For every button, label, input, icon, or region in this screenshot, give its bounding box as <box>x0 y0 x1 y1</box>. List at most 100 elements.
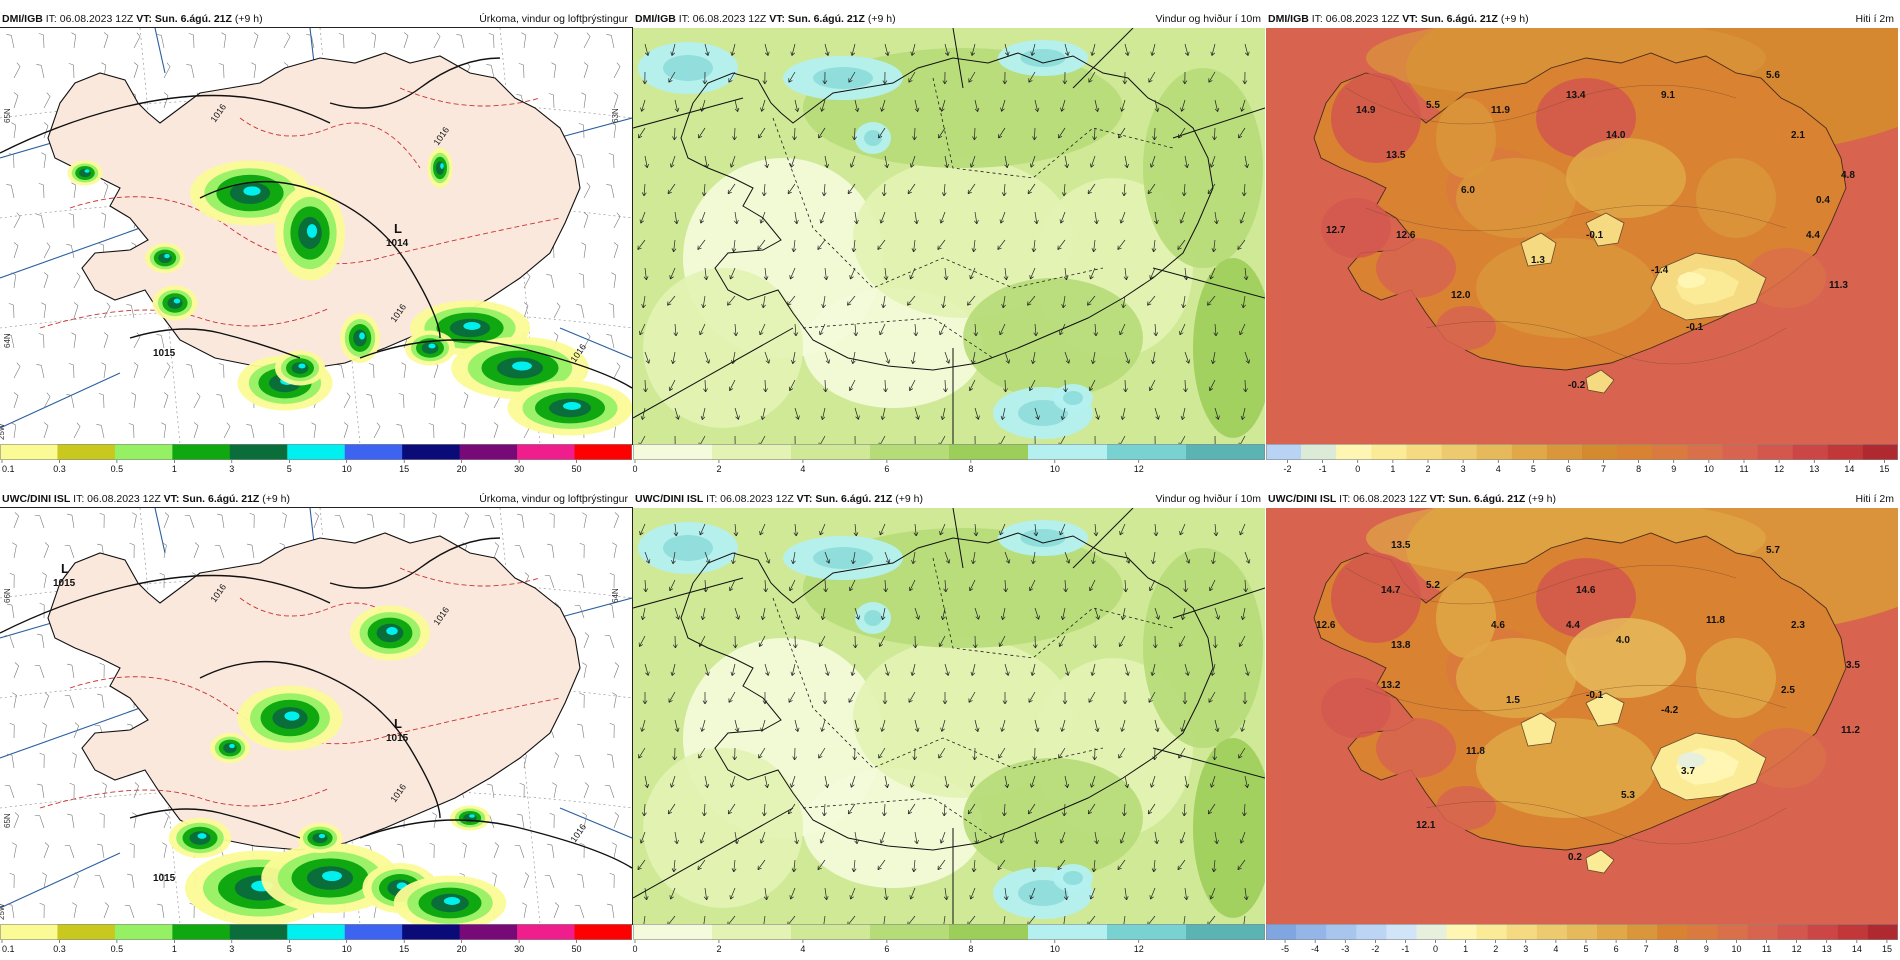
legend-tick: -4 <box>1311 944 1319 954</box>
legend-swatch <box>1507 924 1538 940</box>
coordinate-label: 25W <box>0 903 6 920</box>
init-time: IT: 06.08.2023 12Z <box>70 493 163 505</box>
init-time: IT: 06.08.2023 12Z <box>1309 13 1402 25</box>
legend-swatch <box>1868 924 1898 940</box>
legend-swatch <box>791 444 871 460</box>
panel-header: DMI/IGB IT: 06.08.2023 12Z VT: Sun. 6.ág… <box>0 10 632 28</box>
legend-tick: 5 <box>287 464 292 474</box>
temperature-value: 5.5 <box>1426 100 1440 111</box>
lead-time: (+9 h) <box>1525 493 1556 505</box>
model-name: DMI/IGB <box>1268 13 1309 25</box>
legend-swatch <box>1447 924 1478 940</box>
panel-title: Úrkoma, vindur og loftþrýstingur <box>479 13 628 25</box>
temperature-value: -0.1 <box>1586 230 1604 241</box>
legend-swatch <box>1296 924 1327 940</box>
legend-tick: 8 <box>1636 464 1641 474</box>
legend-tick: 8 <box>968 944 973 954</box>
legend-tick: 10 <box>342 944 352 954</box>
legend-swatch <box>1477 924 1508 940</box>
pressure-value: 1015 <box>53 578 76 589</box>
legend-swatch <box>402 444 460 460</box>
panel-header: UWC/DINI ISL IT: 06.08.2023 12Z VT: Sun.… <box>633 490 1265 508</box>
map-panel-uwc-precip: UWC/DINI ISL IT: 06.08.2023 12Z VT: Sun.… <box>0 490 632 960</box>
panel-header: DMI/IGB IT: 06.08.2023 12Z VT: Sun. 6.ág… <box>633 10 1265 28</box>
legend-tick: 14 <box>1844 464 1854 474</box>
legend-swatch <box>1186 924 1265 940</box>
legend-tick: 10 <box>342 464 352 474</box>
legend-tick: 1 <box>1463 944 1468 954</box>
valid-time: VT: Sun. 6.ágú. 21Z <box>769 13 865 25</box>
map-area[interactable] <box>633 28 1265 444</box>
legend-swatch <box>1326 924 1357 940</box>
legend-swatch <box>949 444 1029 460</box>
legend-swatch <box>230 444 288 460</box>
legend-tick: 50 <box>572 944 582 954</box>
temperature-value: 14.9 <box>1356 105 1376 116</box>
legend-tick: 0 <box>633 944 638 954</box>
legend-tick: 50 <box>572 464 582 474</box>
temperature-value: 0.2 <box>1568 852 1582 863</box>
legend-swatch <box>1028 444 1108 460</box>
temperature-value: -0.2 <box>1568 380 1586 391</box>
legend-tick: 30 <box>514 944 524 954</box>
model-source: DMI/IGB IT: 06.08.2023 12Z VT: Sun. 6.ág… <box>635 13 896 25</box>
legend-tick: 12 <box>1774 464 1784 474</box>
temperature-value: 14.0 <box>1606 130 1626 141</box>
low-pressure-symbol: L <box>394 716 402 731</box>
coordinate-label: 25W <box>0 423 6 440</box>
legend-swatch <box>870 924 950 940</box>
map-panel-uwc-wind: UWC/DINI ISL IT: 06.08.2023 12Z VT: Sun.… <box>633 490 1265 960</box>
temperature-value: 14.7 <box>1381 585 1401 596</box>
temperature-value: -1.4 <box>1651 265 1669 276</box>
lead-time: (+9 h) <box>232 13 263 25</box>
legend-tick: 3 <box>229 944 234 954</box>
legend-tick: 7 <box>1644 944 1649 954</box>
legend-tick: 2 <box>1493 944 1498 954</box>
model-source: DMI/IGB IT: 06.08.2023 12Z VT: Sun. 6.ág… <box>1268 13 1529 25</box>
legend-swatch <box>1537 924 1568 940</box>
temperature-value: 12.6 <box>1396 230 1416 241</box>
legend-tick: 0 <box>1355 464 1360 474</box>
legend-tick: 0 <box>633 464 638 474</box>
legend-tick: 15 <box>1879 464 1889 474</box>
legend-tick: 9 <box>1671 464 1676 474</box>
panel-title: Hiti í 2m <box>1855 13 1894 25</box>
model-name: DMI/IGB <box>2 13 43 25</box>
legend-swatch <box>517 444 575 460</box>
legend-swatch <box>1356 924 1387 940</box>
legend-swatch <box>172 924 230 940</box>
legend-tick: -5 <box>1281 944 1289 954</box>
legend-swatch <box>1758 444 1794 460</box>
temperature-value: 12.7 <box>1326 225 1346 236</box>
coordinate-label: 64N <box>611 588 620 603</box>
legend-swatch <box>1748 924 1779 940</box>
legend-swatch <box>1652 444 1688 460</box>
legend-swatch <box>0 444 58 460</box>
valid-time: VT: Sun. 6.ágú. 21Z <box>1402 13 1498 25</box>
legend-tick: 20 <box>457 464 467 474</box>
map-area[interactable] <box>633 508 1265 924</box>
map-panel-uwc-temp: UWC/DINI ISL IT: 06.08.2023 12Z VT: Sun.… <box>1266 490 1898 960</box>
temperature-value: 2.3 <box>1791 620 1805 631</box>
legend-swatch <box>1567 924 1598 940</box>
temperature-value: 13.5 <box>1391 540 1411 551</box>
legend-tick: 0.1 <box>2 944 15 954</box>
legend-tick: 11 <box>1739 464 1748 474</box>
legend-swatch <box>1657 924 1688 940</box>
map-canvas: 1016101610161016L1015L1015101566N65N64N2… <box>0 508 632 924</box>
legend-tick: 13 <box>1809 464 1819 474</box>
legend-swatch <box>712 444 792 460</box>
legend-tick: 14 <box>1852 944 1862 954</box>
legend-tick: 6 <box>884 464 889 474</box>
legend-tick: 5 <box>287 944 292 954</box>
legend-tick: 0.1 <box>2 464 15 474</box>
